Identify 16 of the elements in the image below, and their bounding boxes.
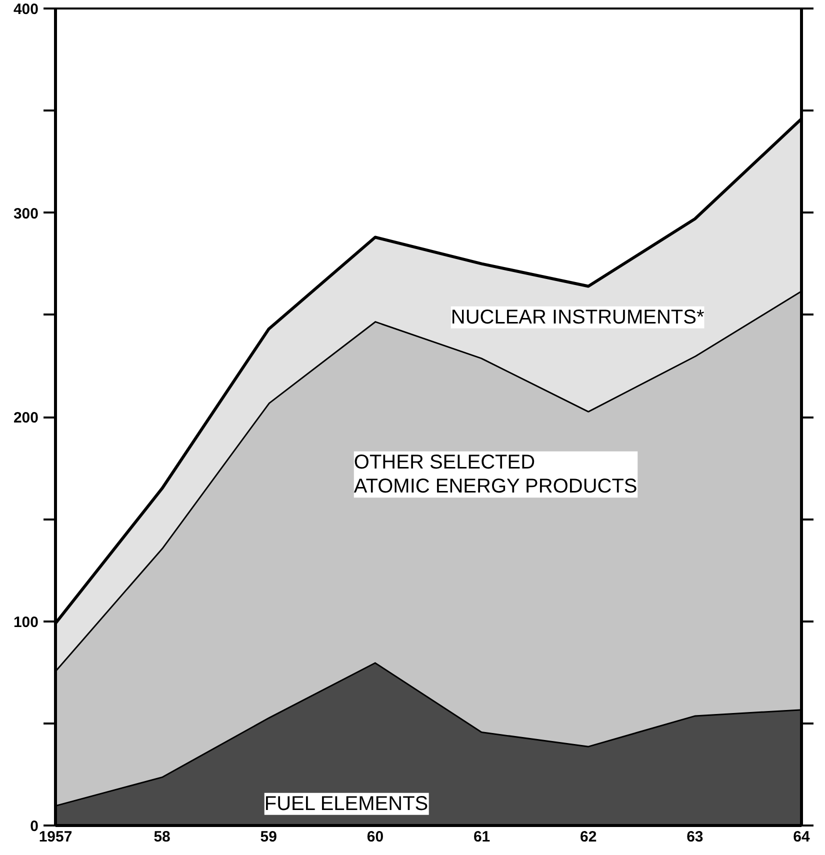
series-label: NUCLEAR INSTRUMENTS* xyxy=(450,306,704,328)
x-tick-label: 64 xyxy=(793,828,810,846)
y-tick-label: 300 xyxy=(13,205,39,222)
y-tick-label: 200 xyxy=(13,410,39,426)
x-tick-label: 59 xyxy=(260,828,277,846)
x-tick-label: 60 xyxy=(366,828,384,846)
y-tick-label: 0 xyxy=(30,818,38,835)
x-tick-label: 61 xyxy=(473,828,490,846)
y-tick-label: 400 xyxy=(13,1,39,18)
x-tick-label: 63 xyxy=(686,828,704,846)
y-tick-label: 100 xyxy=(13,614,39,631)
x-tick-label: 58 xyxy=(154,828,170,846)
x-tick-label: 1957 xyxy=(38,828,72,846)
series-label: OTHER SELECTED ATOMIC ENERGY PRODUCTS xyxy=(354,451,638,498)
x-tick-label: 62 xyxy=(580,828,597,846)
series-label: FUEL ELEMENTS xyxy=(264,792,428,815)
